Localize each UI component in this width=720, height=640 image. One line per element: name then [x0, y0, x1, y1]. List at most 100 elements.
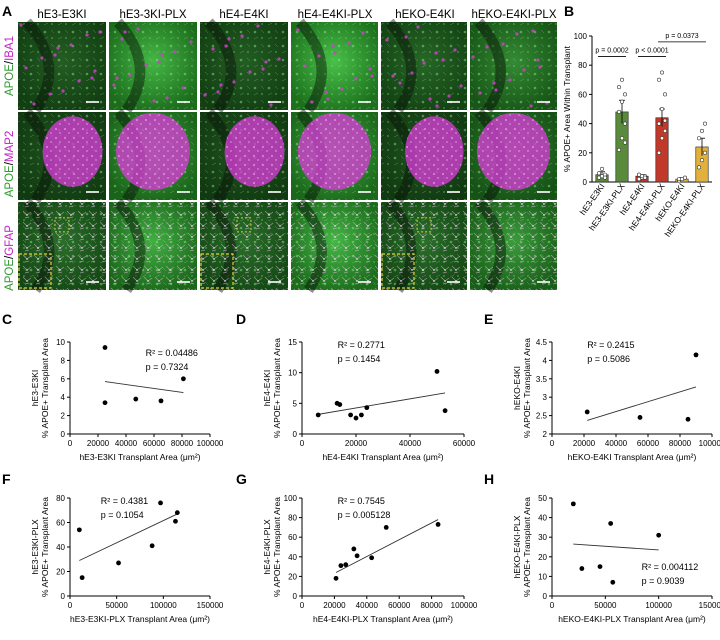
- inset-marker: [236, 217, 252, 233]
- data-point: [662, 118, 667, 123]
- micrograph-image: [200, 198, 288, 294]
- y-tick-label: 0: [61, 592, 66, 601]
- microglia-dot: [189, 40, 193, 44]
- data-point: [337, 402, 343, 407]
- data-point: [636, 172, 641, 177]
- microglia-dot: [48, 92, 52, 96]
- microglia-dot: [368, 67, 372, 71]
- map2-texture: [476, 112, 551, 191]
- iba1-signal: [385, 25, 463, 108]
- data-point: [434, 369, 440, 374]
- data-point: [599, 166, 604, 171]
- data-point: [659, 107, 664, 112]
- x-tick-label: 40000: [399, 439, 422, 448]
- data-point: [354, 553, 360, 559]
- x-tick-label: 40000: [605, 439, 628, 448]
- microglia-dot: [422, 61, 426, 65]
- column-header: hE4-E4KI: [219, 9, 268, 21]
- data-point: [333, 575, 339, 581]
- x-axis-label: hEKO-E4KI-PLX Transplant Area (μm²): [558, 614, 706, 624]
- x-tick-label: 80000: [669, 439, 692, 448]
- y-axis-label: % APOE+ Transplant Area: [522, 497, 532, 597]
- y-tick-label: 80: [578, 61, 587, 70]
- y-tick-label: 20: [288, 572, 297, 581]
- scatter-chart-d: 0 5 10 15 0 20000 40000 60000 hE4-E4KI Transplan…: [262, 338, 476, 462]
- p-value-label: p = 0.0002: [595, 47, 628, 54]
- microglia-dot: [370, 74, 374, 78]
- microglia-dot: [93, 69, 97, 73]
- y-axis-label: % APOE+ Transplant Area: [40, 338, 50, 438]
- microglia-dot: [261, 67, 265, 71]
- y-axis-label: hE4-E4KI-PLX: [262, 519, 272, 575]
- scatter-chart-f: 0 20 40 60 80 0 50000 100000 150000 hE3-E3KI-PLX …: [30, 494, 224, 624]
- p-value-label: p = 0.5086: [587, 354, 630, 364]
- data-point: [622, 140, 627, 145]
- panel-letter-a: A: [2, 3, 12, 19]
- data-point: [353, 415, 359, 421]
- x-tick-label: 20000: [323, 601, 346, 610]
- y-tick-label: 100: [284, 494, 298, 503]
- microglia-dot: [494, 88, 498, 92]
- microglia-dot: [203, 93, 207, 97]
- micrograph-column-headers: hE3-E3KI hE3-3KI-PLX hE4-E4KI hE4-E4KI-P…: [37, 9, 556, 21]
- data-point: [656, 121, 661, 126]
- microglia-dot: [219, 83, 223, 87]
- y-tick-label: 3.5: [536, 375, 548, 384]
- x-tick-label: 0: [68, 439, 73, 448]
- data-point: [685, 416, 691, 422]
- microglia-dot: [160, 53, 164, 57]
- apoe-cells: [381, 22, 467, 110]
- panel-letter-d: D: [236, 311, 246, 327]
- microglia-dot: [157, 60, 161, 64]
- x-axis-label: hE4-E4KI Transplant Area (μm²): [322, 452, 443, 462]
- bar: [655, 117, 669, 183]
- regression-line: [587, 386, 697, 421]
- p-value-label: p = 0.005128: [338, 510, 391, 520]
- data-point: [435, 522, 441, 527]
- r-squared-label: R² = 0.4381: [101, 496, 148, 506]
- panel-letter-e: E: [484, 311, 493, 327]
- microglia-dot: [224, 44, 228, 48]
- microglia-dot: [120, 37, 124, 41]
- apoe-cells: [200, 22, 288, 110]
- x-tick-label: 0: [300, 439, 305, 448]
- map2-texture: [405, 116, 464, 187]
- column-header: hEKO-E4KI-PLX: [471, 9, 556, 21]
- microglia-dot: [303, 64, 307, 68]
- y-tick-label: 20: [578, 149, 587, 158]
- y-tick-label: 0: [293, 592, 298, 601]
- y-axis-label: % APOE+ Transplant Area: [40, 497, 50, 597]
- microglia-dot: [232, 80, 236, 84]
- regression-line: [79, 513, 178, 561]
- micrograph-image: [109, 18, 197, 114]
- tissue-fissure: [295, 18, 327, 113]
- map2-texture: [42, 116, 103, 187]
- micrograph-image: [381, 198, 467, 293]
- scatter-chart-h: 0 10 20 30 40 50 0 50000 100000 150000 hEKO-E4KI-P…: [512, 494, 720, 624]
- y-tick-label: 40: [578, 120, 587, 129]
- microglia-dot: [69, 43, 73, 47]
- data-point: [696, 136, 701, 141]
- microglia-dot: [391, 74, 395, 78]
- microglia-dot: [333, 51, 337, 55]
- x-tick-label: 60000: [143, 439, 166, 448]
- data-point: [579, 566, 585, 571]
- inset-zoom: [18, 253, 52, 289]
- r-squared-label: R² = 0.004112: [642, 562, 699, 572]
- column-header: hE3-E3KI: [37, 9, 86, 21]
- tissue-fissure: [204, 18, 237, 114]
- r-squared-label: R² = 0.04486: [146, 348, 198, 358]
- data-point: [76, 527, 82, 533]
- y-tick-label: 40: [56, 543, 65, 552]
- row-label: APOE/IBA1: [4, 36, 16, 96]
- x-tick-label: 40000: [115, 439, 138, 448]
- data-point: [699, 158, 704, 163]
- micrograph-image: [381, 108, 467, 203]
- y-tick-label: 3: [543, 393, 548, 402]
- data-point: [173, 518, 178, 524]
- y-axis-label: hE3-E3KI: [30, 370, 40, 406]
- data-point: [682, 175, 687, 180]
- data-point: [102, 400, 108, 406]
- y-tick-label: 40: [538, 514, 547, 523]
- data-point: [359, 412, 364, 418]
